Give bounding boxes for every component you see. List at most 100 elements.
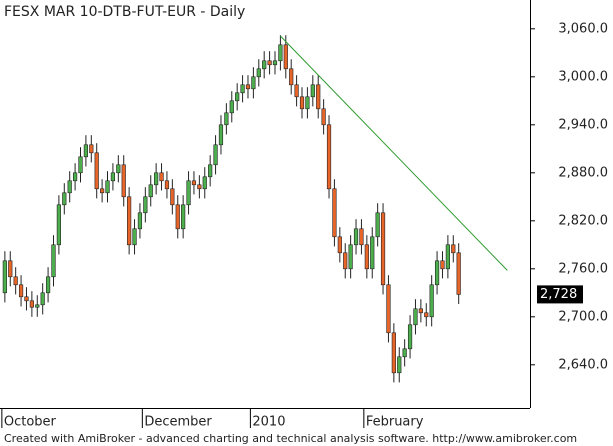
- candle-body: [110, 172, 116, 182]
- x-tick-label: 2010: [252, 415, 285, 430]
- candle-body: [278, 44, 283, 62]
- candle-body: [13, 276, 18, 286]
- candle-body: [240, 84, 245, 94]
- candle-body: [197, 184, 202, 190]
- y-tick-label: 2,880.0: [558, 165, 608, 180]
- candle-body: [386, 284, 391, 334]
- candle-body: [310, 84, 315, 98]
- candle-body: [154, 172, 159, 186]
- candle-body: [186, 180, 191, 206]
- candle-body: [229, 100, 234, 114]
- last-price-box: [537, 285, 583, 304]
- candle-body: [434, 260, 440, 286]
- candle-body: [218, 124, 224, 146]
- candle-body: [445, 244, 450, 270]
- candle-body: [251, 76, 256, 90]
- candle-body: [353, 228, 359, 246]
- candle-body: [294, 84, 299, 98]
- candle-body: [83, 144, 89, 158]
- candle-body: [370, 236, 375, 270]
- candle-body: [100, 188, 105, 194]
- candle-body: [397, 356, 402, 374]
- candle-body: [56, 204, 61, 246]
- candle-body: [62, 192, 67, 206]
- candle-body: [51, 244, 56, 278]
- candle-body: [402, 348, 407, 358]
- candle-body: [413, 308, 418, 326]
- candle-body: [289, 68, 294, 86]
- candle-body: [321, 108, 326, 126]
- candle-body: [35, 304, 40, 308]
- candle-body: [299, 96, 305, 110]
- candle-body: [202, 176, 207, 190]
- candle-body: [121, 164, 126, 198]
- footer: Created with AmiBroker - advanced charti…: [4, 432, 577, 445]
- candle-body: [18, 284, 24, 298]
- candle-body: [305, 96, 310, 110]
- candle-body: [456, 252, 461, 295]
- candle-body: [267, 60, 272, 66]
- candle-body: [440, 260, 445, 270]
- candle-body: [45, 276, 51, 294]
- candle-body: [170, 188, 175, 206]
- candle-body: [8, 260, 13, 278]
- last-price-label: 2,728: [540, 287, 577, 302]
- candle-body: [380, 212, 386, 286]
- candle-body: [127, 196, 132, 246]
- candle-body: [116, 164, 121, 174]
- candle-body: [262, 60, 267, 70]
- candle-body: [191, 180, 197, 186]
- candle-body: [451, 244, 456, 254]
- candle-body: [348, 244, 353, 270]
- candle-body: [375, 212, 380, 238]
- y-tick-label: 2,700.0: [558, 309, 608, 324]
- candle-body: [78, 156, 83, 174]
- candle-body: [424, 312, 429, 318]
- candle-body: [24, 296, 29, 302]
- candle-body: [175, 204, 180, 230]
- candle-body: [67, 180, 72, 194]
- candle-body: [224, 112, 229, 126]
- candle-body: [418, 308, 423, 314]
- candle-body: [29, 300, 34, 308]
- candle-body: [94, 152, 99, 190]
- candle-body: [343, 252, 348, 270]
- trendline: [280, 35, 508, 271]
- candle-body: [164, 180, 170, 190]
- candle-body: [40, 292, 45, 306]
- candle-body: [105, 180, 110, 194]
- candle-body: [332, 188, 337, 238]
- candle-body: [235, 92, 240, 102]
- candle-body: [391, 332, 396, 374]
- x-tick-label: October: [4, 415, 57, 430]
- candle-body: [337, 236, 342, 254]
- candle-body: [256, 68, 261, 78]
- y-tick-label: 3,000.0: [558, 69, 608, 84]
- candle-body: [181, 204, 186, 230]
- candle-body: [89, 144, 94, 154]
- candle-body: [159, 172, 164, 182]
- candle-body: [148, 184, 153, 198]
- candle-body: [132, 228, 137, 246]
- x-tick-label: December: [144, 415, 212, 430]
- candle-body: [143, 196, 148, 214]
- y-tick-label: 2,640.0: [558, 357, 608, 372]
- candle-body: [326, 124, 332, 190]
- candle-body: [407, 324, 413, 350]
- candle-body: [272, 60, 278, 66]
- y-tick-label: 2,940.0: [558, 117, 608, 132]
- y-tick-label: 2,820.0: [558, 213, 608, 228]
- y-tick-label: 3,060.0: [558, 21, 608, 36]
- candle-body: [364, 244, 369, 270]
- candle-body: [429, 284, 434, 318]
- x-tick-label: February: [366, 415, 424, 430]
- candle-body: [359, 228, 364, 246]
- candle-body: [245, 84, 251, 90]
- y-tick-label: 2,760.0: [558, 261, 608, 276]
- candle-body: [213, 144, 218, 166]
- candle-body: [72, 172, 78, 182]
- candle-body: [137, 212, 143, 230]
- candle-body: [316, 84, 321, 110]
